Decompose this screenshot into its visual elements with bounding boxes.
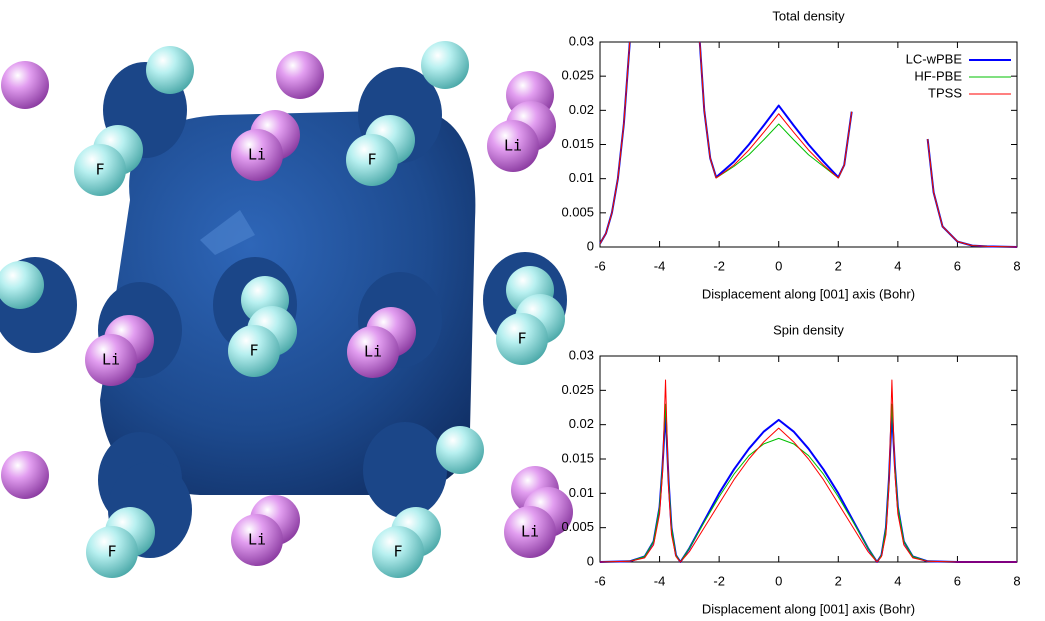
atom (372, 526, 424, 578)
x-tick-label: 2 (835, 573, 842, 588)
atom (436, 426, 484, 474)
x-axis-label: Displacement along [001] axis (Bohr) (702, 286, 915, 301)
atom-label: F (393, 543, 402, 561)
y-tick-label: 0.005 (561, 204, 594, 219)
y-tick-label: 0.025 (561, 68, 594, 83)
chart-title: Spin density (773, 322, 844, 337)
atom (86, 526, 138, 578)
chart-title: Total density (772, 8, 845, 23)
atom (74, 144, 126, 196)
x-tick-label: 6 (954, 573, 961, 588)
y-tick-label: 0.01 (569, 485, 594, 500)
x-tick-label: -4 (654, 573, 666, 588)
x-tick-label: 8 (1013, 258, 1020, 273)
atom (85, 334, 137, 386)
y-tick-label: 0.02 (569, 102, 594, 117)
y-tick-label: 0.03 (569, 33, 594, 48)
line-series (599, 41, 1018, 248)
legend-label: TPSS (928, 85, 962, 100)
atom (231, 129, 283, 181)
highlight (200, 210, 255, 255)
x-tick-label: -6 (594, 258, 606, 273)
atom (496, 313, 548, 365)
y-tick-label: 0.01 (569, 170, 594, 185)
atom (1, 61, 49, 109)
x-tick-label: 4 (894, 573, 901, 588)
atom (347, 326, 399, 378)
atom (421, 41, 469, 89)
legend-label: LC-wPBE (906, 51, 963, 66)
atom-label: Li (248, 531, 266, 549)
atom (228, 325, 280, 377)
y-tick-label: 0.03 (569, 347, 594, 362)
atom-label: F (95, 161, 104, 179)
atom (487, 120, 539, 172)
x-tick-label: 8 (1013, 573, 1020, 588)
y-tick-label: 0.005 (561, 519, 594, 534)
atom (0, 261, 44, 309)
atom-label: Li (364, 343, 382, 361)
x-axis-label: Displacement along [001] axis (Bohr) (702, 601, 915, 616)
x-tick-label: 4 (894, 258, 901, 273)
y-tick-label: 0 (587, 238, 594, 253)
line-series (599, 403, 1017, 563)
atom-label: F (517, 330, 526, 348)
legend-label: HF-PBE (914, 68, 962, 83)
atom-label: Li (102, 351, 120, 369)
atom (504, 506, 556, 558)
x-tick-label: -6 (594, 573, 606, 588)
y-tick-label: 0.02 (569, 416, 594, 431)
x-tick-label: -4 (654, 258, 666, 273)
line-series (599, 379, 1017, 563)
atom (1, 451, 49, 499)
atom-label: Li (248, 146, 266, 164)
x-tick-label: 0 (775, 573, 782, 588)
atom (231, 514, 283, 566)
x-tick-label: -2 (713, 258, 725, 273)
atom (146, 46, 194, 94)
y-tick-label: 0 (587, 553, 594, 568)
atom-label: F (249, 342, 258, 360)
x-tick-label: 0 (775, 258, 782, 273)
density-lobe (363, 422, 447, 518)
y-tick-label: 0.015 (561, 450, 594, 465)
y-tick-label: 0.015 (561, 136, 594, 151)
x-tick-label: -2 (713, 573, 725, 588)
atom (276, 51, 324, 99)
atom-label: Li (521, 523, 539, 541)
y-tick-label: 0.025 (561, 382, 594, 397)
isosurface-image: F Li F Li F Li Li F F Li F Li (0, 41, 573, 578)
x-tick-label: 2 (835, 258, 842, 273)
atom-label: F (367, 151, 376, 169)
line-series (599, 409, 1017, 563)
atom-label: Li (504, 137, 522, 155)
x-tick-label: 6 (954, 258, 961, 273)
atom (346, 134, 398, 186)
atom-label: F (107, 543, 116, 561)
